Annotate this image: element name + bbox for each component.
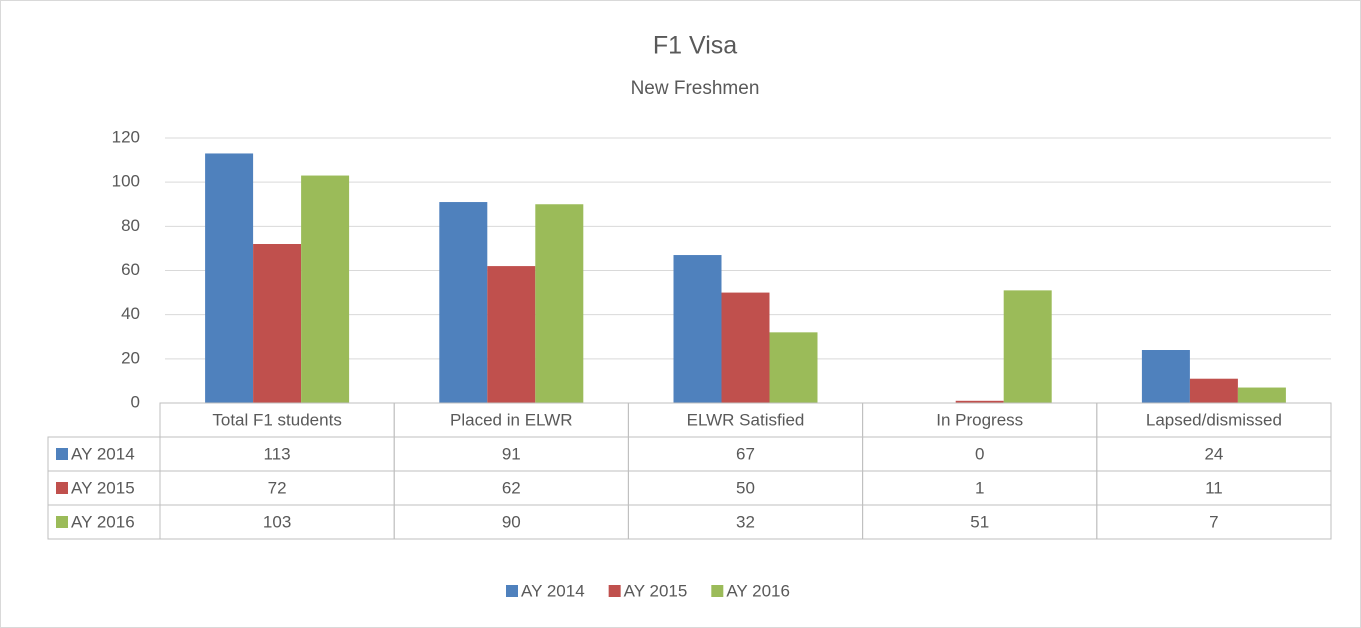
bar	[1003, 290, 1052, 403]
table-legend-key	[56, 448, 68, 460]
bar	[439, 202, 488, 403]
table-value: 91	[502, 444, 521, 463]
x-tick-label: Lapsed/dismissed	[1146, 410, 1282, 429]
bar	[1189, 378, 1238, 403]
bar	[253, 244, 302, 403]
x-tick-label: Placed in ELWR	[450, 410, 573, 429]
table-series-name: AY 2016	[71, 512, 135, 531]
bar	[301, 175, 350, 403]
y-tick-label: 100	[112, 172, 140, 191]
y-tick-label: 60	[121, 260, 140, 279]
y-tick-label: 120	[112, 127, 140, 146]
bar	[769, 332, 818, 403]
chart-subtitle: New Freshmen	[631, 78, 760, 99]
x-tick-label: Total F1 students	[212, 410, 341, 429]
bar	[721, 292, 770, 403]
table-value: 11	[1205, 478, 1223, 497]
table-value: 103	[263, 512, 291, 531]
legend-key	[506, 585, 518, 597]
y-tick-label: 0	[131, 392, 140, 411]
table-value: 72	[268, 478, 287, 497]
table-legend-key	[56, 482, 68, 494]
table-value: 90	[502, 512, 521, 531]
chart-title: F1 Visa	[653, 32, 737, 60]
bar	[1237, 387, 1286, 403]
bar	[205, 153, 254, 403]
bar	[673, 255, 722, 403]
y-tick-label: 40	[121, 304, 140, 323]
legend-key	[711, 585, 724, 597]
table-value: 67	[736, 444, 755, 463]
legend-key	[608, 585, 621, 597]
y-tick-label: 20	[121, 348, 140, 367]
table-value: 50	[736, 478, 755, 497]
legend-label: AY 2015	[624, 581, 688, 600]
bar	[1141, 350, 1190, 403]
x-tick-label: ELWR Satisfied	[687, 410, 805, 429]
table-value: 113	[264, 444, 291, 463]
table-value: 24	[1204, 444, 1223, 463]
x-tick-label: In Progress	[936, 410, 1023, 429]
legend-label: AY 2016	[726, 581, 790, 600]
bar	[955, 400, 1004, 403]
bar	[535, 204, 584, 403]
bar	[487, 266, 536, 403]
table-value: 1	[975, 478, 984, 497]
table-value: 7	[1209, 512, 1218, 531]
table-cell	[1096, 504, 1332, 540]
table-legend-key	[56, 516, 68, 528]
table-series-name: AY 2015	[71, 478, 135, 497]
table-value: 32	[736, 512, 755, 531]
table-value: 62	[502, 478, 521, 497]
y-tick-label: 80	[121, 216, 140, 235]
table-value: 51	[970, 512, 989, 531]
table-series-name: AY 2014	[71, 444, 135, 463]
legend-label: AY 2014	[521, 581, 585, 600]
table-value: 0	[975, 444, 984, 463]
